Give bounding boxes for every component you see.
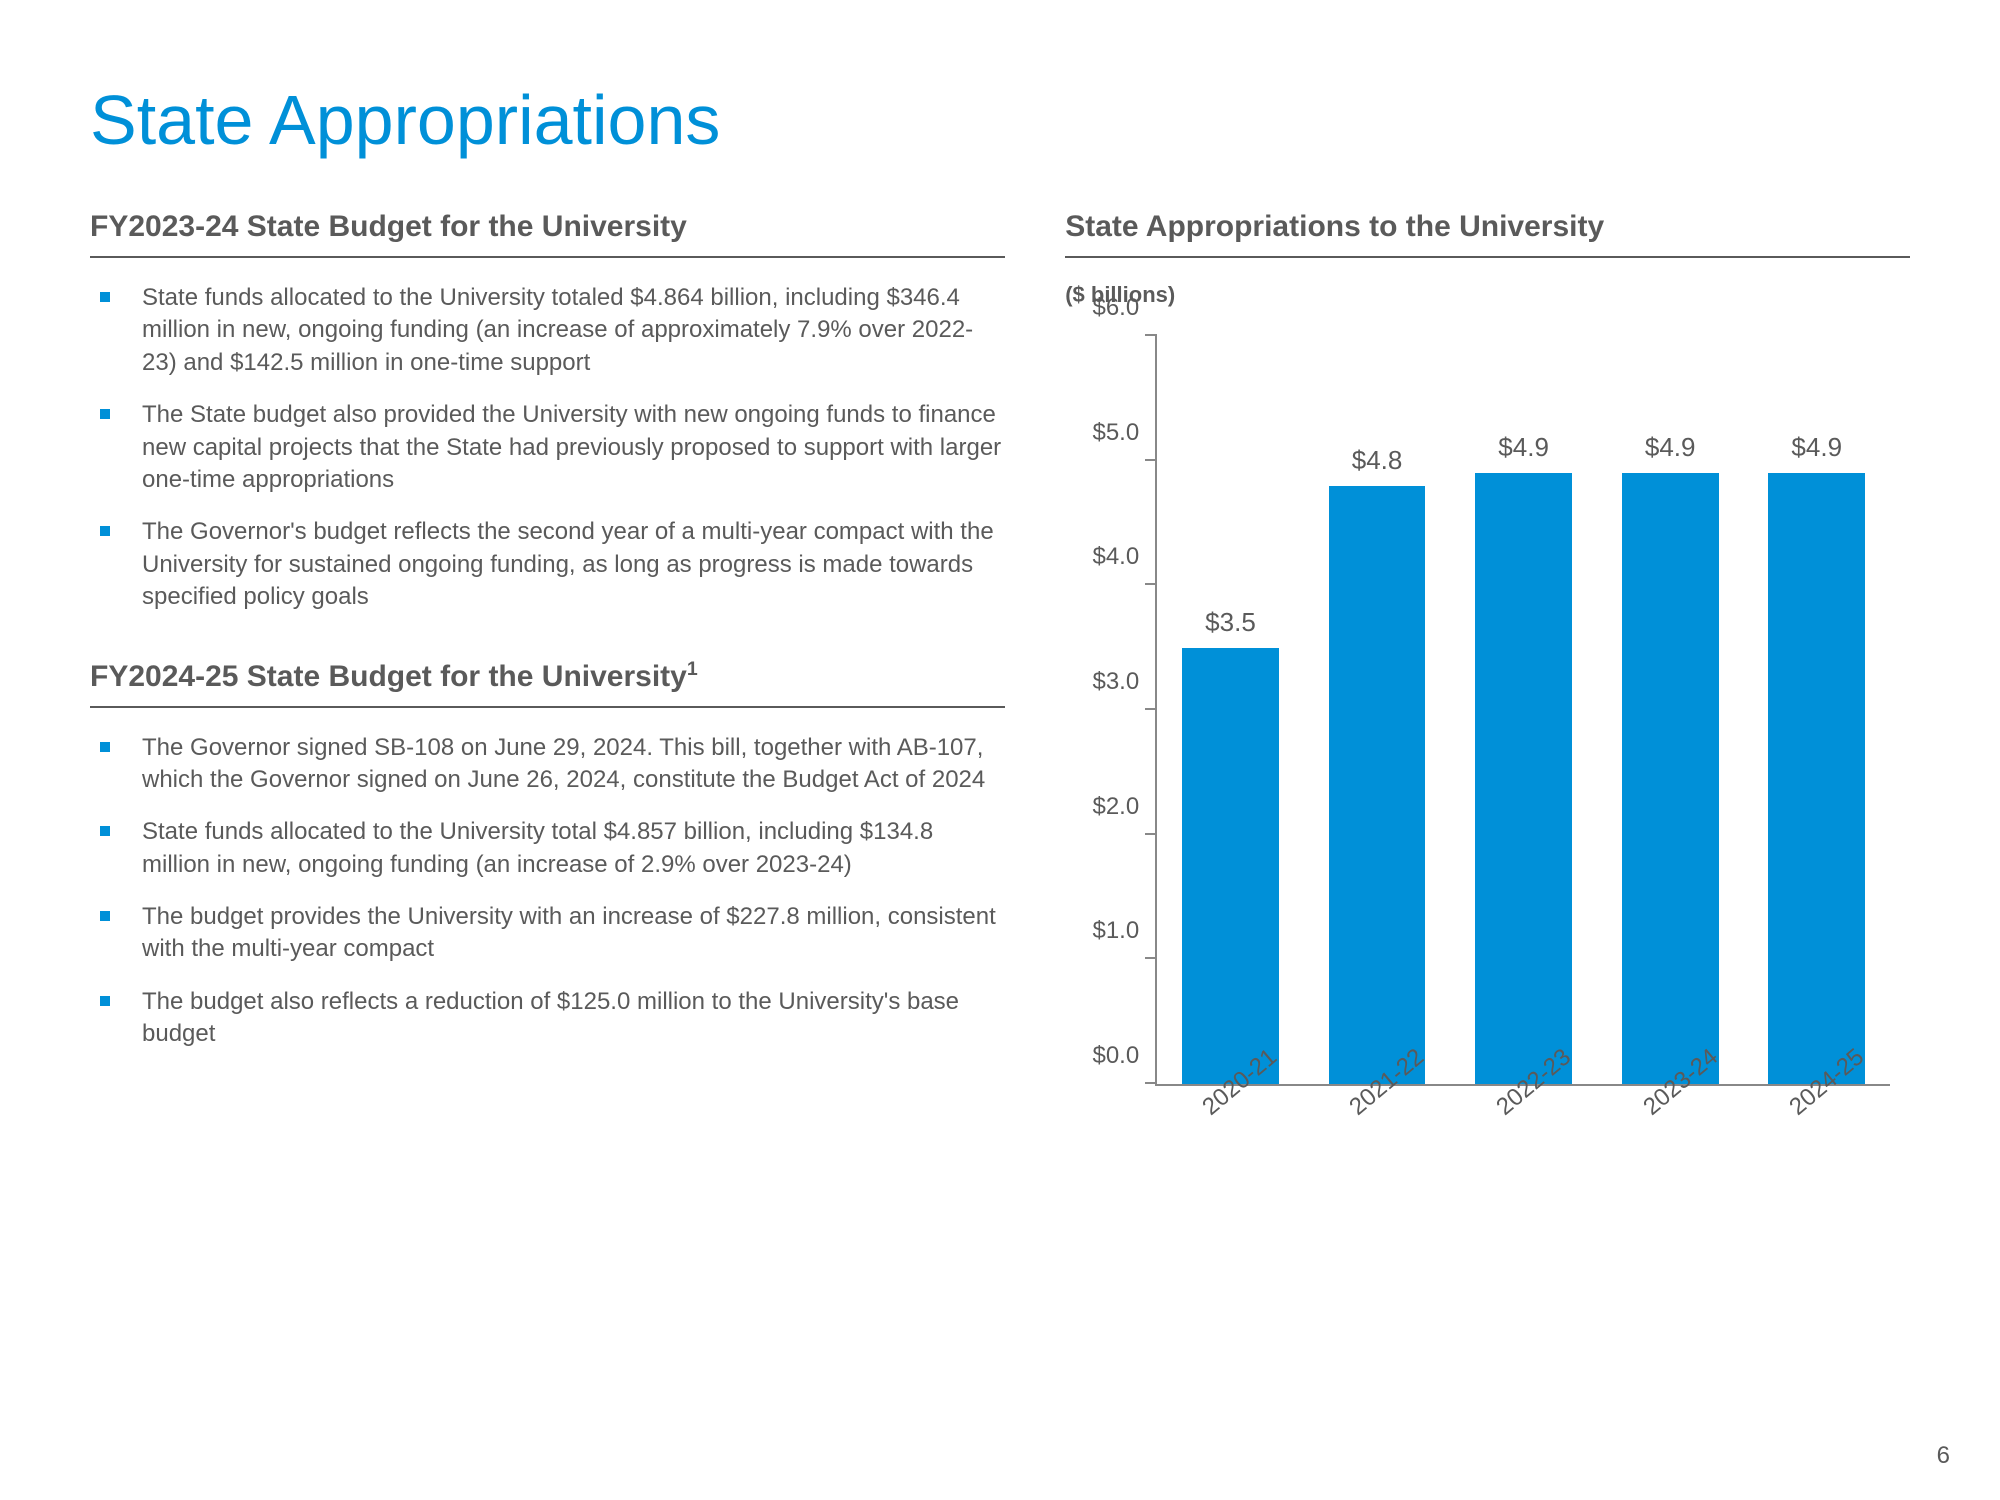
appropriations-bar-chart: $3.5 $4.8 $4.9 $4.9 $4.9 $0.0 $1.0 $2.0 $3.0 $4.… bbox=[1065, 326, 1910, 1206]
bar-value-label: $4.8 bbox=[1352, 445, 1403, 476]
chart-plot-area: $3.5$4.8$4.9$4.9$4.9 $0.0$1.0$2.0$3.0$4.… bbox=[1155, 336, 1890, 1086]
y-axis-label: $1.0 bbox=[1092, 917, 1139, 945]
chart-subtitle: ($ billions) bbox=[1065, 282, 1910, 308]
y-axis-label: $2.0 bbox=[1092, 793, 1139, 821]
bullet-item: The Governor signed SB-108 on June 29, 2… bbox=[90, 732, 1005, 797]
bar-slot: $4.9 bbox=[1743, 336, 1890, 1084]
y-tick bbox=[1145, 833, 1157, 835]
y-tick bbox=[1145, 708, 1157, 710]
bullet-item: The State budget also provided the Unive… bbox=[90, 399, 1005, 496]
bullet-item: The Governor's budget reflects the secon… bbox=[90, 516, 1005, 613]
bar: $4.8 bbox=[1329, 486, 1426, 1084]
bar-slot: $4.9 bbox=[1597, 336, 1744, 1084]
section2-heading-text: FY2024-25 State Budget for the Universit… bbox=[90, 660, 687, 693]
chart-heading: State Appropriations to the University bbox=[1065, 210, 1910, 258]
y-tick bbox=[1145, 334, 1157, 336]
y-tick bbox=[1145, 583, 1157, 585]
section2-heading: FY2024-25 State Budget for the Universit… bbox=[90, 658, 1005, 708]
page-number: 6 bbox=[1937, 1442, 1950, 1470]
y-tick bbox=[1145, 459, 1157, 461]
x-label-slot: 2023-24 bbox=[1596, 1086, 1743, 1206]
bar-slot: $3.5 bbox=[1157, 336, 1304, 1084]
bar-value-label: $3.5 bbox=[1205, 607, 1256, 638]
y-axis-label: $5.0 bbox=[1092, 419, 1139, 447]
y-tick bbox=[1145, 957, 1157, 959]
x-label-slot: 2020-21 bbox=[1155, 1086, 1302, 1206]
bar: $4.9 bbox=[1622, 473, 1719, 1084]
bar: $4.9 bbox=[1475, 473, 1572, 1084]
bar-slot: $4.8 bbox=[1304, 336, 1451, 1084]
x-label-slot: 2022-23 bbox=[1449, 1086, 1596, 1206]
section1-bullets: State funds allocated to the University … bbox=[90, 282, 1005, 614]
y-axis-label: $6.0 bbox=[1092, 294, 1139, 322]
bar: $4.9 bbox=[1768, 473, 1865, 1084]
bar-value-label: $4.9 bbox=[1645, 432, 1696, 463]
y-axis-label: $4.0 bbox=[1092, 543, 1139, 571]
chart-x-labels: 2020-212021-222022-232023-242024-25 bbox=[1155, 1086, 1890, 1206]
slide-title: State Appropriations bbox=[90, 80, 1910, 160]
bar-slot: $4.9 bbox=[1450, 336, 1597, 1084]
x-label-slot: 2021-22 bbox=[1302, 1086, 1449, 1206]
bar-value-label: $4.9 bbox=[1791, 432, 1842, 463]
y-axis-label: $3.0 bbox=[1092, 668, 1139, 696]
footnote-marker: 1 bbox=[687, 658, 698, 680]
y-axis-label: $0.0 bbox=[1092, 1042, 1139, 1070]
y-tick bbox=[1145, 1082, 1157, 1084]
section2-bullets: The Governor signed SB-108 on June 29, 2… bbox=[90, 732, 1005, 1051]
chart-bars: $3.5 $4.8 $4.9 $4.9 $4.9 bbox=[1157, 336, 1890, 1084]
x-label-slot: 2024-25 bbox=[1743, 1086, 1890, 1206]
bullet-item: The budget provides the University with … bbox=[90, 901, 1005, 966]
bullet-item: The budget also reflects a reduction of … bbox=[90, 986, 1005, 1051]
bar: $3.5 bbox=[1182, 648, 1279, 1084]
bullet-item: State funds allocated to the University … bbox=[90, 282, 1005, 379]
bullet-item: State funds allocated to the University … bbox=[90, 816, 1005, 881]
bar-value-label: $4.9 bbox=[1498, 432, 1549, 463]
left-column: FY2023-24 State Budget for the Universit… bbox=[90, 210, 1005, 1206]
right-column: State Appropriations to the University (… bbox=[1065, 210, 1910, 1206]
content-columns: FY2023-24 State Budget for the Universit… bbox=[90, 210, 1910, 1206]
section1-heading: FY2023-24 State Budget for the Universit… bbox=[90, 210, 1005, 258]
